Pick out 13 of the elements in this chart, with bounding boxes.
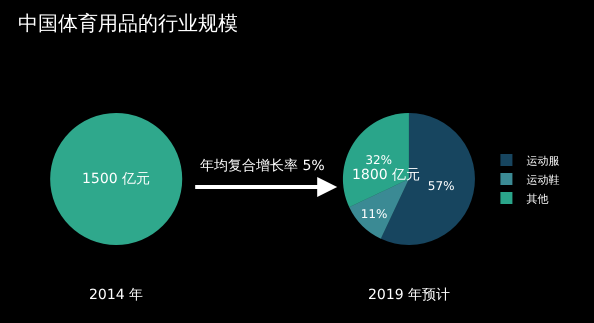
text: 年均复合增长率 5% [200,158,325,174]
text: 1800 亿元 [352,167,420,183]
data-label: 11% [360,206,388,221]
text: 2019 年预计 [368,287,450,303]
data-label: 57% [428,179,454,194]
legend-label: 其他 [526,192,548,206]
chart-title: 中国体育用品的行业规模 [18,11,238,36]
text: 2014 年 [89,287,144,303]
data-label: 32% [365,152,392,167]
legend-label: 运动鞋 [526,173,560,186]
text: 1500 亿元 [82,171,150,187]
legend-label: 运动服 [526,154,560,168]
pie-slice [349,179,409,239]
